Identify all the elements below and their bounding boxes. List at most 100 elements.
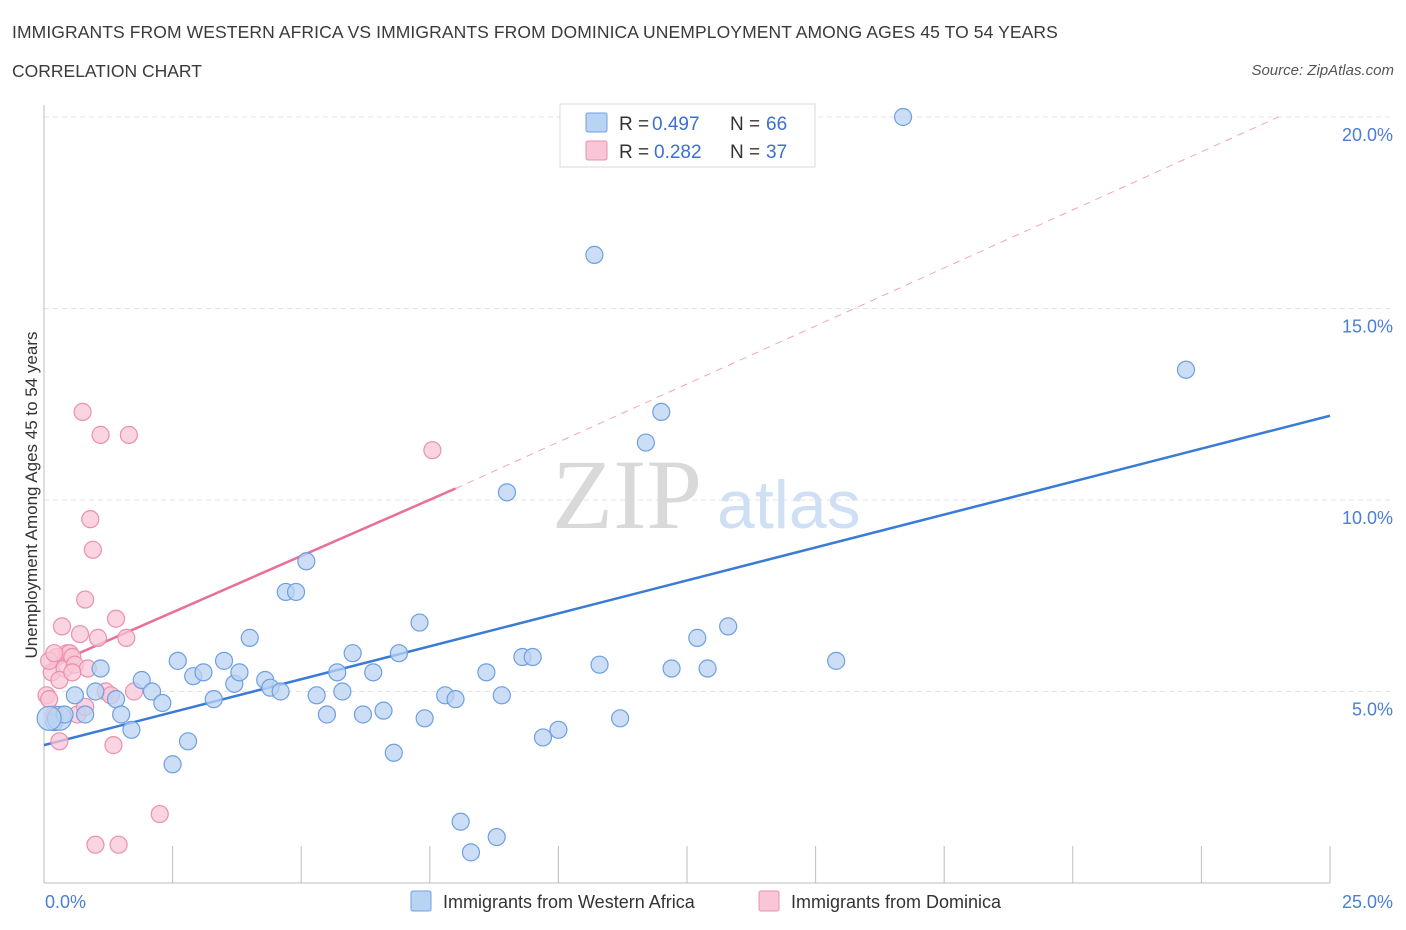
western-africa-point — [410, 613, 429, 632]
chart-title: IMMIGRANTS FROM WESTERN AFRICA VS IMMIGR… — [12, 22, 1058, 42]
y-tick-label: 20.0% — [1342, 125, 1393, 145]
western-africa-point — [106, 690, 126, 709]
trend-lines — [43, 116, 1331, 747]
western-africa-point — [65, 686, 84, 705]
x-tick-label: 25.0% — [1342, 892, 1393, 912]
western-africa-point — [487, 827, 506, 847]
dominica-point — [106, 609, 126, 628]
western-africa-point — [611, 709, 630, 728]
western-africa-point — [286, 582, 306, 602]
grid-lines — [44, 116, 1393, 692]
western-africa-point — [549, 720, 568, 739]
western-africa-point — [240, 628, 259, 647]
y-tick-label: 10.0% — [1342, 508, 1393, 528]
western-africa-point — [827, 651, 846, 670]
legend-n-label: N = — [730, 114, 760, 135]
series-legend-swatch-blue — [410, 890, 432, 912]
western-africa-point — [497, 483, 517, 502]
western-africa-points — [36, 107, 1196, 862]
western-africa-point — [719, 617, 738, 636]
western-africa-point — [461, 843, 481, 862]
western-africa-point — [533, 728, 553, 747]
watermark-zip: ZIP — [552, 439, 702, 550]
x-tick-label: 0.0% — [45, 892, 86, 912]
western-africa-point — [652, 402, 671, 422]
dominica-point — [119, 425, 138, 444]
legend-r-value: 0.497 — [652, 114, 700, 135]
dominica-point — [45, 644, 64, 663]
western-africa-point — [374, 701, 393, 720]
western-africa-point — [384, 743, 403, 762]
y-axis-label: Unemployment Among Ages 45 to 54 years — [22, 332, 41, 659]
dominica-point — [63, 663, 82, 682]
axes — [43, 105, 1331, 884]
dominica-point — [423, 441, 442, 460]
dominica-point — [86, 835, 105, 854]
legend-swatch-pink — [585, 140, 608, 161]
dominica-point — [88, 628, 108, 647]
western-africa-point — [230, 663, 249, 682]
legend-r-label: R = — [619, 142, 649, 163]
dominica-point — [70, 624, 90, 644]
western-africa-trend-line — [43, 414, 1331, 747]
watermark-atlas: atlas — [717, 467, 861, 543]
dominica-trend-line — [43, 487, 457, 670]
chart-source: Source: ZipAtlas.com — [1251, 62, 1394, 79]
western-africa-point — [333, 682, 352, 701]
western-africa-point — [153, 693, 172, 713]
dominica-points — [37, 402, 442, 854]
dominica-point — [52, 617, 72, 636]
western-africa-point — [662, 659, 681, 678]
y-tick-label: 15.0% — [1342, 317, 1393, 337]
western-africa-point — [132, 670, 151, 690]
legend-n-value: 66 — [766, 114, 787, 135]
dominica-point — [40, 690, 59, 709]
western-africa-point — [91, 659, 110, 678]
correlation-legend: R = 0.497 N = 66 R = 0.282 N = 37 — [559, 103, 816, 168]
western-africa-point — [297, 552, 316, 571]
legend-r-label: R = — [619, 114, 649, 135]
series-legend-label: Immigrants from Western Africa — [443, 892, 696, 912]
western-africa-point — [492, 686, 511, 705]
western-africa-point — [353, 705, 373, 724]
western-africa-point — [343, 644, 362, 663]
western-africa-point — [168, 651, 187, 670]
dominica-point — [83, 540, 102, 559]
western-africa-point — [636, 433, 655, 452]
dominica-point — [109, 835, 128, 854]
western-africa-point — [307, 686, 326, 705]
western-africa-point — [477, 663, 496, 682]
dominica-point — [150, 804, 169, 824]
western-africa-point — [688, 628, 707, 647]
western-africa-point — [893, 107, 913, 127]
western-africa-point — [389, 644, 409, 663]
western-africa-point — [271, 682, 290, 701]
legend-n-label: N = — [730, 142, 760, 163]
legend-n-value: 37 — [766, 142, 787, 163]
western-africa-point — [585, 245, 604, 264]
western-africa-point — [142, 682, 162, 701]
western-africa-point — [86, 682, 105, 701]
western-africa-point — [122, 720, 141, 739]
western-africa-point — [415, 709, 434, 728]
western-africa-point — [163, 755, 182, 774]
watermark: ZIP atlas — [552, 439, 861, 550]
western-africa-point — [178, 732, 198, 751]
western-africa-point — [214, 651, 234, 670]
western-africa-point — [328, 663, 347, 682]
western-africa-point — [523, 647, 542, 667]
western-africa-point — [446, 690, 465, 709]
series-legend-label: Immigrants from Dominica — [791, 892, 1002, 912]
western-africa-point — [194, 663, 213, 682]
western-africa-point — [698, 659, 717, 678]
western-africa-point — [317, 705, 337, 724]
y-tick-label: 5.0% — [1352, 700, 1393, 720]
dominica-point — [91, 425, 110, 444]
series-legend-swatch-pink — [758, 890, 780, 912]
dominica-trend-extension — [455, 116, 1279, 489]
dominica-point — [73, 402, 92, 422]
dominica-point — [104, 736, 123, 755]
western-africa-point — [76, 705, 95, 724]
western-africa-point — [112, 705, 131, 724]
